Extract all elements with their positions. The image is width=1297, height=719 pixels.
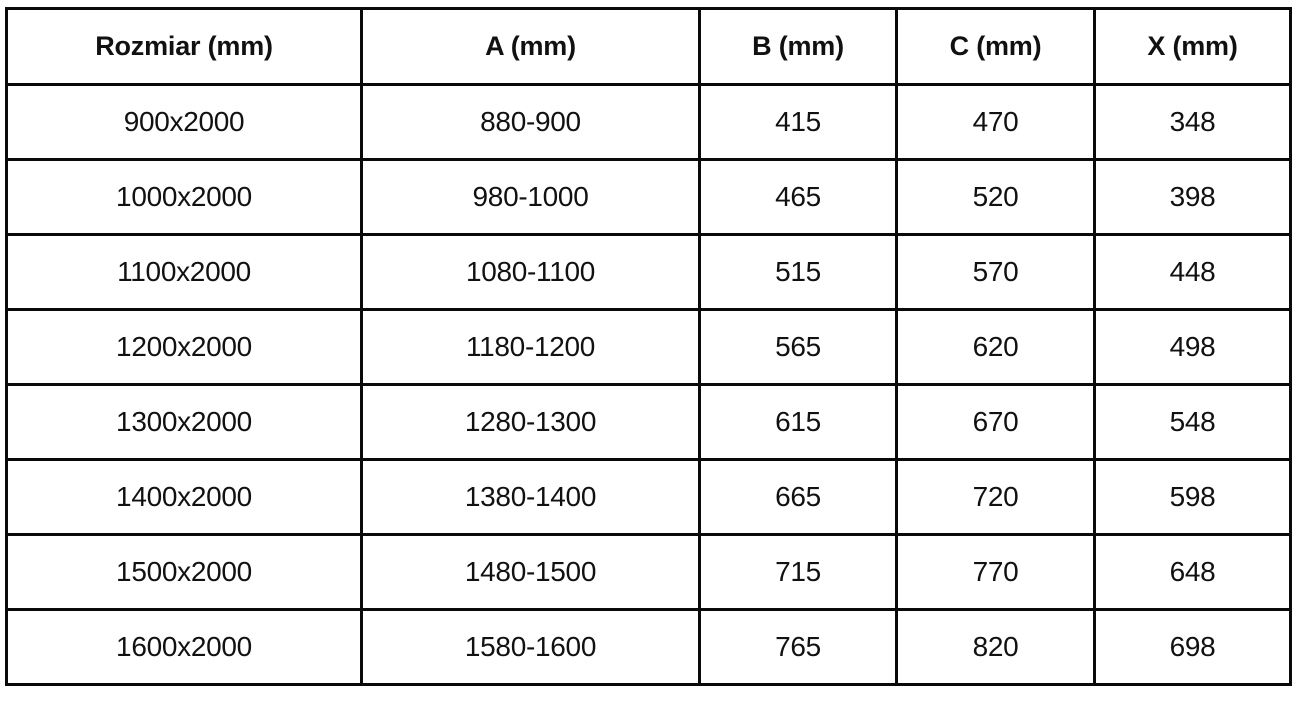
cell-c: 620 [895, 308, 1096, 386]
cell-a: 1580-1600 [360, 608, 701, 686]
cell-c: 520 [895, 158, 1096, 236]
cell-x: 348 [1093, 83, 1292, 161]
table-row: 1300x2000 1280-1300 615 670 548 [5, 383, 1292, 461]
cell-b: 615 [698, 383, 898, 461]
cell-b: 465 [698, 158, 898, 236]
cell-b: 415 [698, 83, 898, 161]
cell-a: 1180-1200 [360, 308, 701, 386]
cell-x: 548 [1093, 383, 1292, 461]
table-header: Rozmiar (mm) A (mm) B (mm) C (mm) X (mm) [5, 7, 1292, 86]
cell-x: 498 [1093, 308, 1292, 386]
table-row: 900x2000 880-900 415 470 348 [5, 83, 1292, 161]
cell-size: 1400x2000 [5, 458, 363, 536]
cell-a: 880-900 [360, 83, 701, 161]
table-row: 1200x2000 1180-1200 565 620 498 [5, 308, 1292, 386]
cell-c: 470 [895, 83, 1096, 161]
cell-size: 1300x2000 [5, 383, 363, 461]
table-row: 1100x2000 1080-1100 515 570 448 [5, 233, 1292, 311]
column-header-x: X (mm) [1093, 7, 1292, 86]
table-row: 1500x2000 1480-1500 715 770 648 [5, 533, 1292, 611]
table-body: 900x2000 880-900 415 470 348 1000x2000 9… [5, 83, 1292, 686]
dimensions-table: Rozmiar (mm) A (mm) B (mm) C (mm) X (mm)… [5, 7, 1292, 686]
cell-b: 765 [698, 608, 898, 686]
cell-size: 1200x2000 [5, 308, 363, 386]
cell-a: 1080-1100 [360, 233, 701, 311]
cell-x: 598 [1093, 458, 1292, 536]
cell-a: 980-1000 [360, 158, 701, 236]
cell-x: 448 [1093, 233, 1292, 311]
table-row: 1000x2000 980-1000 465 520 398 [5, 158, 1292, 236]
cell-b: 565 [698, 308, 898, 386]
cell-size: 900x2000 [5, 83, 363, 161]
cell-x: 648 [1093, 533, 1292, 611]
cell-c: 720 [895, 458, 1096, 536]
column-header-a: A (mm) [360, 7, 701, 86]
cell-a: 1380-1400 [360, 458, 701, 536]
column-header-b: B (mm) [698, 7, 898, 86]
cell-size: 1100x2000 [5, 233, 363, 311]
cell-a: 1280-1300 [360, 383, 701, 461]
cell-c: 770 [895, 533, 1096, 611]
cell-b: 715 [698, 533, 898, 611]
cell-x: 698 [1093, 608, 1292, 686]
table-row: 1400x2000 1380-1400 665 720 598 [5, 458, 1292, 536]
cell-c: 670 [895, 383, 1096, 461]
cell-b: 515 [698, 233, 898, 311]
table-row: 1600x2000 1580-1600 765 820 698 [5, 608, 1292, 686]
cell-c: 570 [895, 233, 1096, 311]
cell-a: 1480-1500 [360, 533, 701, 611]
column-header-size: Rozmiar (mm) [5, 7, 363, 86]
cell-c: 820 [895, 608, 1096, 686]
cell-b: 665 [698, 458, 898, 536]
cell-x: 398 [1093, 158, 1292, 236]
cell-size: 1600x2000 [5, 608, 363, 686]
table-header-row: Rozmiar (mm) A (mm) B (mm) C (mm) X (mm) [5, 7, 1292, 86]
cell-size: 1000x2000 [5, 158, 363, 236]
column-header-c: C (mm) [895, 7, 1096, 86]
cell-size: 1500x2000 [5, 533, 363, 611]
